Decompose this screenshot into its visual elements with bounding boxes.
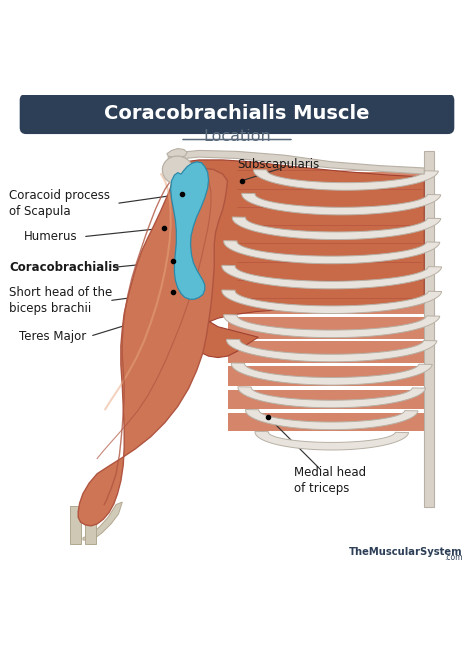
Polygon shape (228, 195, 424, 216)
Text: Medial head
of triceps: Medial head of triceps (294, 466, 366, 495)
Polygon shape (228, 292, 424, 314)
Text: Coracobrachialis: Coracobrachialis (9, 261, 120, 274)
Text: TheMuscularSystem: TheMuscularSystem (348, 547, 462, 557)
Polygon shape (228, 267, 424, 290)
Text: Teres Major: Teres Major (19, 330, 86, 343)
Text: Humerus: Humerus (24, 230, 77, 243)
Polygon shape (224, 315, 440, 337)
Text: .com: .com (444, 554, 462, 562)
Polygon shape (238, 387, 426, 408)
FancyBboxPatch shape (20, 95, 454, 133)
Bar (70, 506, 81, 544)
Polygon shape (424, 151, 434, 507)
Text: Location: Location (203, 129, 271, 144)
Polygon shape (171, 162, 209, 299)
Polygon shape (181, 160, 424, 357)
Polygon shape (222, 290, 442, 314)
Polygon shape (228, 218, 424, 241)
Text: Subscapularis: Subscapularis (237, 158, 319, 171)
Polygon shape (228, 172, 424, 191)
Bar (85, 506, 96, 544)
Polygon shape (232, 217, 441, 239)
Polygon shape (227, 339, 437, 362)
Text: Coracobrachialis Muscle: Coracobrachialis Muscle (104, 105, 370, 123)
Polygon shape (228, 243, 424, 265)
Polygon shape (231, 363, 432, 385)
Polygon shape (83, 502, 122, 540)
Polygon shape (224, 241, 440, 264)
Polygon shape (78, 168, 228, 526)
Text: Coracoid process
of Scapula: Coracoid process of Scapula (9, 189, 110, 218)
Polygon shape (228, 341, 424, 363)
Polygon shape (242, 194, 441, 215)
Polygon shape (255, 432, 409, 450)
Polygon shape (246, 410, 418, 430)
Polygon shape (167, 149, 187, 157)
Polygon shape (228, 366, 424, 386)
Polygon shape (228, 390, 424, 409)
Polygon shape (254, 170, 438, 190)
Polygon shape (168, 151, 424, 174)
Polygon shape (228, 318, 424, 339)
Ellipse shape (163, 156, 193, 184)
Polygon shape (228, 413, 424, 430)
Text: Short head of the
biceps brachii: Short head of the biceps brachii (9, 286, 113, 315)
Polygon shape (222, 265, 442, 289)
